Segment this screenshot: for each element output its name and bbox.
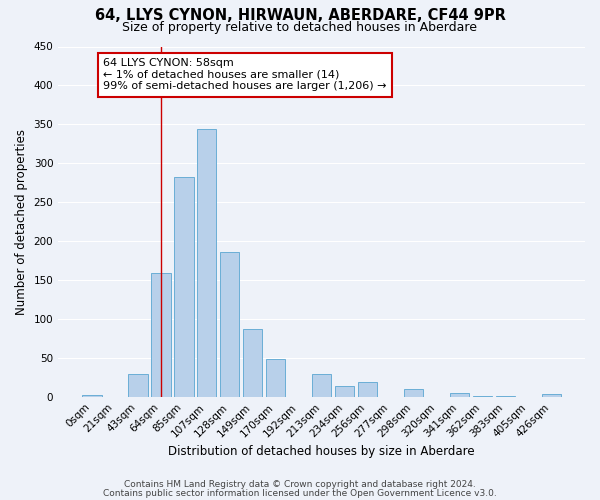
X-axis label: Distribution of detached houses by size in Aberdare: Distribution of detached houses by size …	[168, 444, 475, 458]
Bar	[312, 374, 331, 397]
Bar	[542, 394, 561, 397]
Bar	[449, 394, 469, 397]
Bar	[473, 396, 492, 397]
Bar	[404, 388, 423, 397]
Bar	[82, 395, 101, 397]
Bar	[151, 272, 170, 397]
Bar	[358, 382, 377, 397]
Bar	[266, 359, 286, 397]
Text: Contains HM Land Registry data © Crown copyright and database right 2024.: Contains HM Land Registry data © Crown c…	[124, 480, 476, 489]
Bar	[220, 252, 239, 397]
Bar	[496, 396, 515, 397]
Y-axis label: Number of detached properties: Number of detached properties	[15, 129, 28, 315]
Bar	[174, 176, 194, 397]
Text: 64 LLYS CYNON: 58sqm
← 1% of detached houses are smaller (14)
99% of semi-detach: 64 LLYS CYNON: 58sqm ← 1% of detached ho…	[103, 58, 387, 92]
Text: Size of property relative to detached houses in Aberdare: Size of property relative to detached ho…	[122, 21, 478, 34]
Text: 64, LLYS CYNON, HIRWAUN, ABERDARE, CF44 9PR: 64, LLYS CYNON, HIRWAUN, ABERDARE, CF44 …	[95, 8, 505, 22]
Bar	[335, 386, 355, 397]
Bar	[197, 129, 217, 397]
Bar	[243, 328, 262, 397]
Bar	[128, 374, 148, 397]
Text: Contains public sector information licensed under the Open Government Licence v3: Contains public sector information licen…	[103, 488, 497, 498]
